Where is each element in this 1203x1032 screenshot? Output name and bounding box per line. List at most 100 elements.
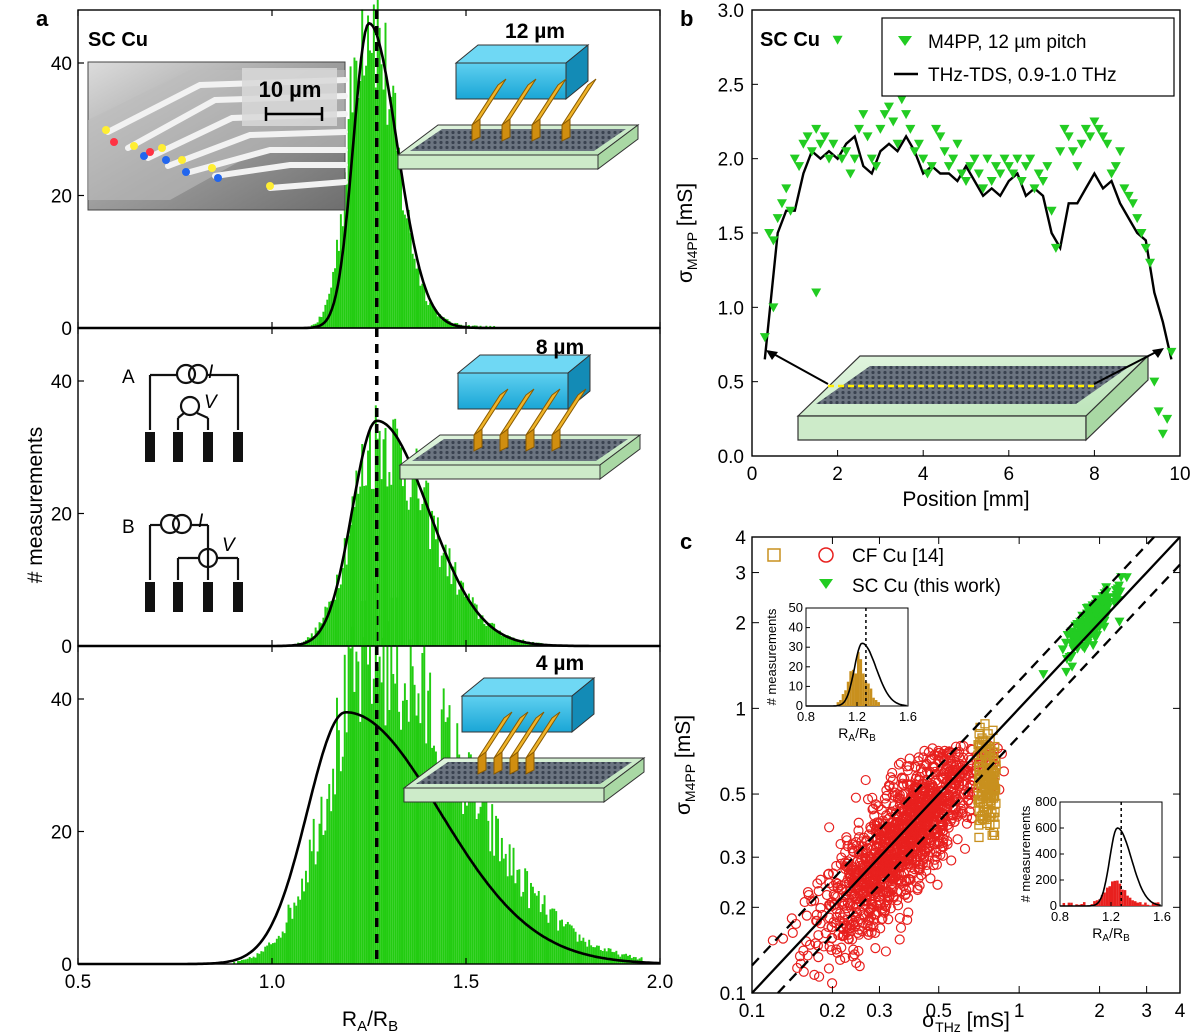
- histogram-bar: [427, 305, 430, 328]
- cf-cu-point: [835, 838, 846, 850]
- histogram-bar: [506, 635, 509, 646]
- y-axis-label: σM4PP [mS]: [672, 715, 698, 815]
- histogram-bar: [460, 798, 463, 964]
- legend-marker-sc: [819, 579, 833, 589]
- m4pp-point: [828, 139, 839, 149]
- cf-cu-point: [843, 933, 854, 944]
- histogram-bar: [421, 503, 424, 646]
- panel-b-sample-label: SC Cu: [760, 29, 820, 51]
- y-tick-label: 40: [51, 372, 72, 393]
- histogram-bar: [433, 515, 435, 646]
- sc-cu-point: [1103, 593, 1114, 603]
- histogram-bar: [372, 4, 375, 329]
- histogram-bar: [353, 691, 356, 964]
- m4pp-point: [759, 333, 770, 343]
- cf-cu-point: [813, 951, 824, 963]
- histogram-bar: [359, 81, 362, 328]
- inset-x-tick-label: 1.2: [1102, 909, 1120, 924]
- cf-cu-point: [916, 870, 927, 881]
- histogram-bar: [388, 472, 391, 646]
- histogram-bar: [295, 905, 298, 964]
- cf-cu-point: [896, 772, 907, 783]
- histogram-bar: [334, 599, 337, 646]
- histogram-bar: [353, 506, 356, 646]
- histogram-bar: [324, 830, 327, 964]
- histogram-bar: [466, 805, 468, 964]
- m4pp-point: [772, 214, 783, 224]
- subplot-8um: 0 20 40: [51, 327, 661, 658]
- histogram-bar: [541, 904, 544, 964]
- histogram-bar: [361, 600, 364, 964]
- sc-cu-point: [1112, 584, 1123, 594]
- cf-cu-point: [886, 817, 898, 828]
- cantilever-tip: [477, 751, 487, 775]
- histogram-bar: [369, 643, 371, 964]
- legend-label-cf-cu: CF Cu [14]: [852, 546, 944, 567]
- histogram-bar: [316, 630, 319, 646]
- inset-y-tick-label: 200: [1035, 872, 1057, 887]
- y-tick-label: 40: [51, 690, 72, 711]
- legend-label-m4pp: M4PP, 12 µm pitch: [928, 32, 1086, 53]
- x-tick-label: 4: [918, 464, 929, 485]
- histogram-bar: [398, 711, 401, 964]
- circuit-A-label: A: [122, 367, 135, 388]
- m4pp-point: [1149, 377, 1160, 387]
- histogram-bar: [359, 721, 362, 964]
- m4pp-point: [811, 124, 822, 134]
- histogram-bar: [326, 798, 329, 964]
- histogram-bar: [498, 861, 501, 964]
- inset-y-tick-label: 0: [1050, 898, 1057, 913]
- inset-bar: [857, 651, 860, 706]
- substrate-side: [597, 124, 639, 170]
- cf-cu-point: [907, 852, 918, 863]
- histogram-bar: [417, 265, 420, 328]
- m4pp-point: [1016, 176, 1027, 186]
- cf-cu-point: [850, 792, 862, 803]
- histogram-bar: [386, 124, 389, 328]
- histogram-bar: [417, 498, 420, 646]
- substrate-front: [397, 154, 599, 170]
- histogram-bar: [361, 444, 364, 646]
- histogram-bar: [351, 496, 354, 646]
- histogram-bar: [458, 754, 461, 964]
- m4pp-point: [1042, 162, 1053, 172]
- inset-x-label: RA/RB: [1092, 925, 1130, 944]
- cf-cu-point: [898, 828, 909, 839]
- y-tick-label: 3: [735, 564, 746, 585]
- inset-bar: [1118, 883, 1122, 906]
- histogram-bar: [559, 920, 562, 964]
- histogram-bar: [270, 944, 272, 964]
- m4pp-point: [819, 132, 830, 142]
- graphene-mesh: [416, 762, 632, 784]
- histogram-bar: [324, 606, 327, 646]
- probe-body-top: [454, 44, 590, 64]
- legend-marker-cf-circle: [818, 547, 834, 563]
- x-tick-label: 2.0: [647, 972, 673, 993]
- histogram-bar: [345, 732, 348, 964]
- inset-bar: [1100, 895, 1104, 906]
- x-tick-label: 6: [1004, 464, 1015, 485]
- histogram-bar: [444, 318, 447, 328]
- cf-cu-point: [881, 810, 892, 821]
- histogram-bar: [491, 804, 494, 964]
- cf-cu-square-point: [989, 786, 999, 796]
- histogram-bar: [388, 710, 391, 964]
- histogram-bar: [275, 938, 278, 964]
- histogram-bar: [322, 311, 325, 328]
- histogram-bar: [563, 926, 565, 964]
- cf-cu-point: [951, 759, 962, 770]
- histogram-bar: [254, 957, 257, 964]
- histogram-bar: [493, 855, 496, 964]
- m4pp-point: [849, 154, 860, 164]
- sc-cu-point: [1081, 626, 1092, 636]
- histogram-bar: [407, 209, 410, 328]
- cf-cu-point: [831, 911, 842, 923]
- inset-bar: [874, 700, 878, 706]
- cf-cu-point: [904, 760, 915, 772]
- cantilever-tip: [471, 118, 481, 142]
- histogram-bar: [595, 945, 598, 964]
- m4pp-point: [866, 154, 877, 164]
- cf-cu-point: [914, 771, 925, 782]
- circuit-A: [148, 363, 240, 430]
- cf-cu-point: [877, 889, 889, 900]
